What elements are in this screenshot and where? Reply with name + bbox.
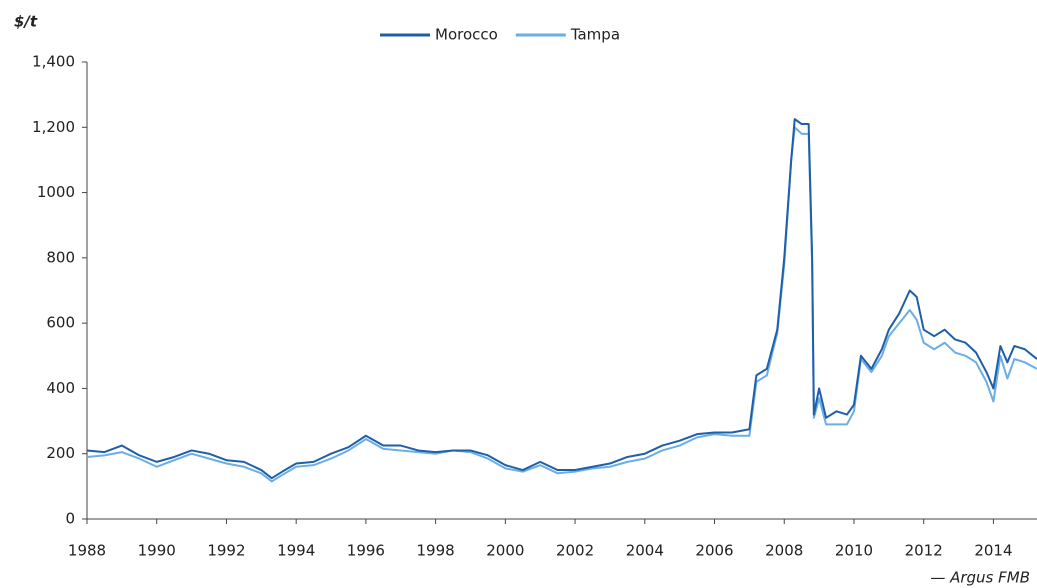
x-tick-label: 2000 xyxy=(486,542,524,560)
y-tick-label: 800 xyxy=(46,248,75,266)
line-series xyxy=(86,118,1037,480)
y-tick-label: 1,200 xyxy=(32,118,75,136)
x-tick-label: 2004 xyxy=(626,542,664,560)
y-tick-label: 200 xyxy=(46,444,75,462)
x-tick-label: 2010 xyxy=(835,542,873,560)
x-tick-label: 1990 xyxy=(138,542,176,560)
x-tick-label: 1994 xyxy=(277,542,315,560)
source: — Argus FMB xyxy=(930,569,1030,587)
y-tick-label: 600 xyxy=(46,314,75,332)
x-tick-label: 2014 xyxy=(974,542,1012,560)
x-tick-label: 1998 xyxy=(417,542,455,560)
x-tick-label: 2006 xyxy=(695,542,733,560)
x-tick-label: 2002 xyxy=(556,542,594,560)
legend-label: Tampa xyxy=(570,26,620,44)
y-tick-label: 400 xyxy=(46,379,75,397)
x-tick-label: 1996 xyxy=(347,542,385,560)
x-tick-label: 1988 xyxy=(68,542,106,560)
y-tick-label: 0 xyxy=(65,510,75,528)
y-tick-label: 1,400 xyxy=(32,53,75,71)
x-tick-label: 2008 xyxy=(765,542,803,560)
x-tick-label: 2012 xyxy=(905,542,943,560)
x-tick-label: 1992 xyxy=(207,542,245,560)
y-tick-label: 1000 xyxy=(37,183,75,201)
line-series xyxy=(86,126,1037,483)
legend-label: Morocco xyxy=(435,26,498,44)
y-axis-label: $/t xyxy=(14,13,38,31)
